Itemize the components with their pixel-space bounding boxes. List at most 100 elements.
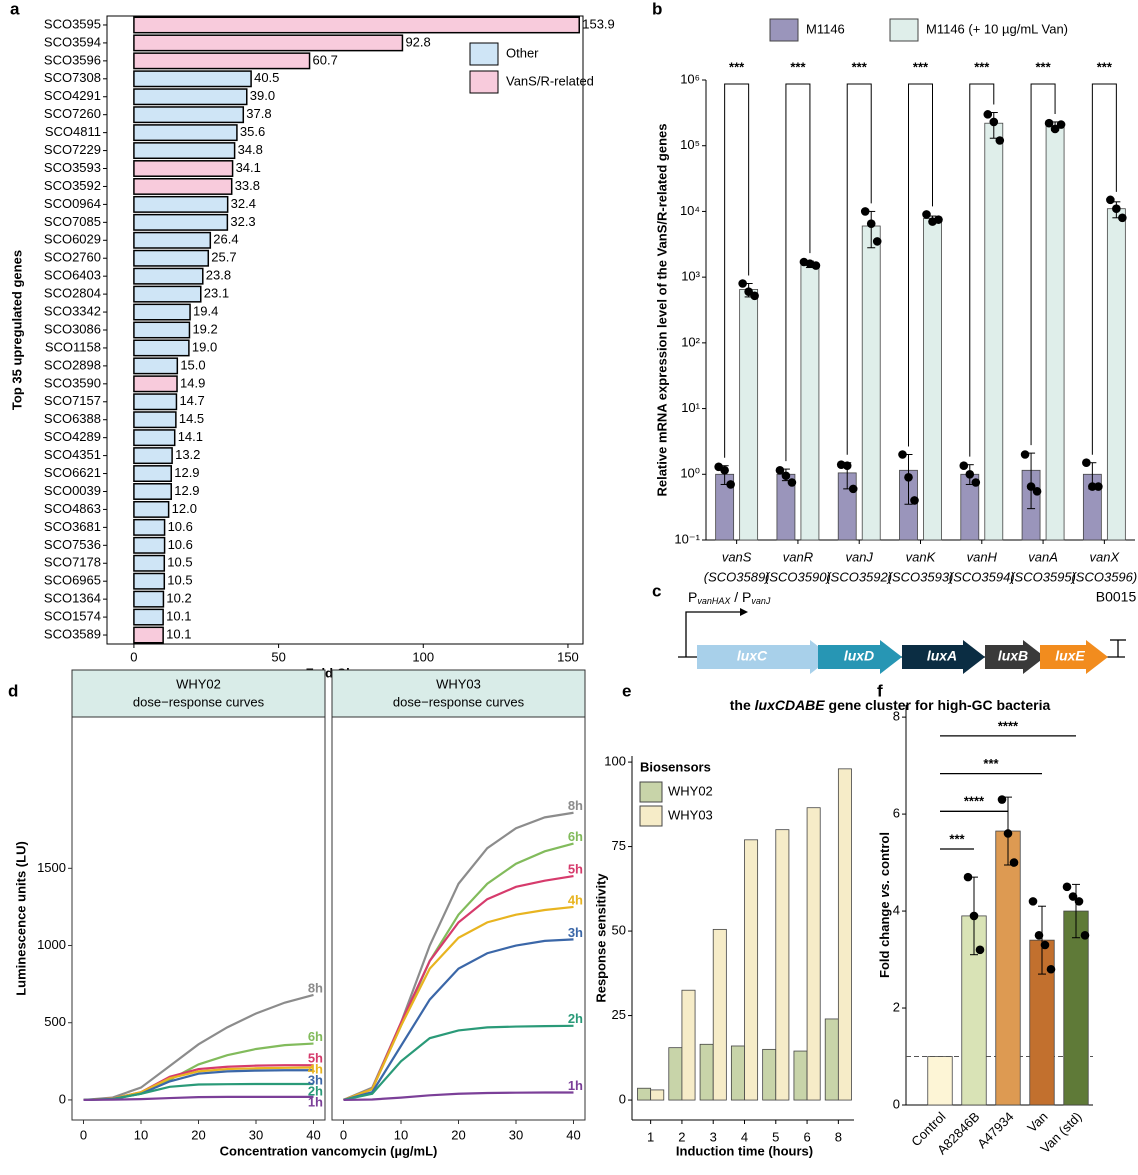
data-point: [1112, 204, 1121, 214]
panel-label: d: [8, 681, 18, 700]
data-point: [1118, 213, 1127, 223]
bar: [681, 989, 696, 1101]
facet-strip: [71, 669, 326, 718]
data-point: [1040, 940, 1050, 950]
legend-swatch: [639, 781, 663, 803]
x-tick-label: 10: [394, 1127, 408, 1142]
error-bar: [1038, 905, 1046, 975]
data-label: 23.8: [206, 268, 231, 283]
y-tick-label: 500: [44, 1014, 66, 1029]
significance-bracket: [846, 83, 872, 455]
x-tick-label: Van: [1024, 1109, 1050, 1135]
y-tick-label: 50: [612, 923, 626, 938]
bar: [133, 303, 191, 321]
bar: [133, 285, 202, 303]
x-tick-label: 40: [566, 1127, 580, 1142]
y-tick-label: SCO3595: [44, 16, 101, 31]
data-point: [910, 496, 919, 505]
x-tick-label: 30: [509, 1127, 523, 1142]
legend-label: M1146: [806, 21, 845, 36]
data-point: [1028, 897, 1038, 906]
x-tick-label: 20: [191, 1127, 205, 1142]
data-label: 10.1: [166, 626, 191, 641]
data-label: 14.9: [180, 375, 205, 390]
gene-label: luxE: [1055, 648, 1085, 664]
bar: [133, 608, 164, 626]
x-tick-label: 1: [647, 1129, 654, 1144]
line-label: 5h: [568, 861, 583, 876]
bar: [133, 339, 190, 357]
y-tick-label: SCO6403: [44, 268, 101, 283]
bar: [793, 1050, 808, 1101]
y-tick-label: 6: [893, 806, 900, 821]
significance-label: ***: [790, 59, 806, 74]
data-point: [750, 291, 759, 301]
x-tick-label: 0: [340, 1127, 347, 1142]
y-tick-label: SCO3592: [44, 178, 101, 193]
x-tick-label: 0: [80, 1127, 87, 1142]
bar: [133, 195, 229, 213]
y-tick-label: 1500: [37, 860, 66, 875]
panel-c: c PvanHAX / PvanJ luxC luxD luxA luxB lu…: [652, 581, 1136, 712]
y-tick-label: 10⁻¹: [674, 531, 700, 546]
significance-label: ***: [1097, 59, 1113, 74]
data-point: [922, 210, 931, 219]
data-label: 23.1: [204, 286, 229, 301]
bar: [133, 88, 248, 106]
y-tick-label: SCO3593: [44, 160, 101, 175]
data-label: 12.0: [172, 501, 197, 516]
data-point: [848, 484, 858, 494]
data-point: [1106, 195, 1115, 205]
bar: [133, 34, 404, 52]
line-label: 1h: [308, 1095, 323, 1110]
data-label: 26.4: [213, 232, 238, 247]
y-tick-label: SCO4291: [44, 88, 101, 103]
data-point: [1026, 482, 1036, 491]
data-point: [1094, 482, 1103, 491]
x-tick-sublabel: (SCO3595): [1010, 569, 1076, 584]
data-point: [781, 471, 791, 481]
y-tick-label: SCO6621: [44, 465, 101, 480]
data-label: 34.8: [238, 142, 263, 157]
bar: [837, 768, 852, 1101]
bar: [133, 70, 252, 88]
significance-label: ***: [949, 831, 965, 846]
x-tick-label: 2: [678, 1129, 685, 1144]
bar: [133, 231, 212, 249]
data-point: [995, 136, 1005, 145]
data-point: [860, 207, 870, 216]
data-point: [787, 478, 797, 487]
line-label: 2h: [308, 1084, 323, 1099]
data-label: 25.7: [211, 250, 236, 265]
data-point: [1032, 487, 1042, 496]
data-point: [898, 450, 907, 459]
line-label: 6h: [308, 1029, 323, 1044]
x-tick-label: vanA: [1028, 549, 1058, 564]
x-tick-label: A47934: [974, 1109, 1016, 1151]
bar: [133, 142, 236, 160]
data-point: [1034, 931, 1044, 940]
data-point: [1046, 964, 1056, 974]
legend-label: Other: [506, 45, 539, 60]
y-tick-label: 10⁰: [680, 466, 700, 481]
line-label: 5h: [308, 1051, 323, 1066]
data-label: 19.2: [192, 321, 217, 336]
bar: [824, 1018, 839, 1101]
promoter-arrowhead: [740, 608, 748, 616]
promoter-part: vanHAX: [697, 596, 731, 606]
y-tick-label: 0: [619, 1091, 626, 1106]
data-point: [1082, 458, 1091, 468]
data-point: [963, 872, 973, 882]
facet-subtitle: dose−response curves: [133, 694, 265, 709]
significance-bracket: [969, 83, 995, 457]
x-tick-label: 0: [130, 649, 137, 664]
caption: the luxCDABE gene cluster for high-GC ba…: [730, 697, 1051, 713]
y-tick-label: 0: [59, 1091, 66, 1106]
data-point: [965, 469, 975, 479]
y-tick-label: SCO3681: [44, 519, 101, 534]
y-axis-label: Fold change vs. control: [877, 832, 892, 978]
caption-part: gene cluster for high-GC bacteria: [825, 697, 1051, 713]
data-point: [811, 261, 821, 270]
bar: [668, 1047, 683, 1101]
